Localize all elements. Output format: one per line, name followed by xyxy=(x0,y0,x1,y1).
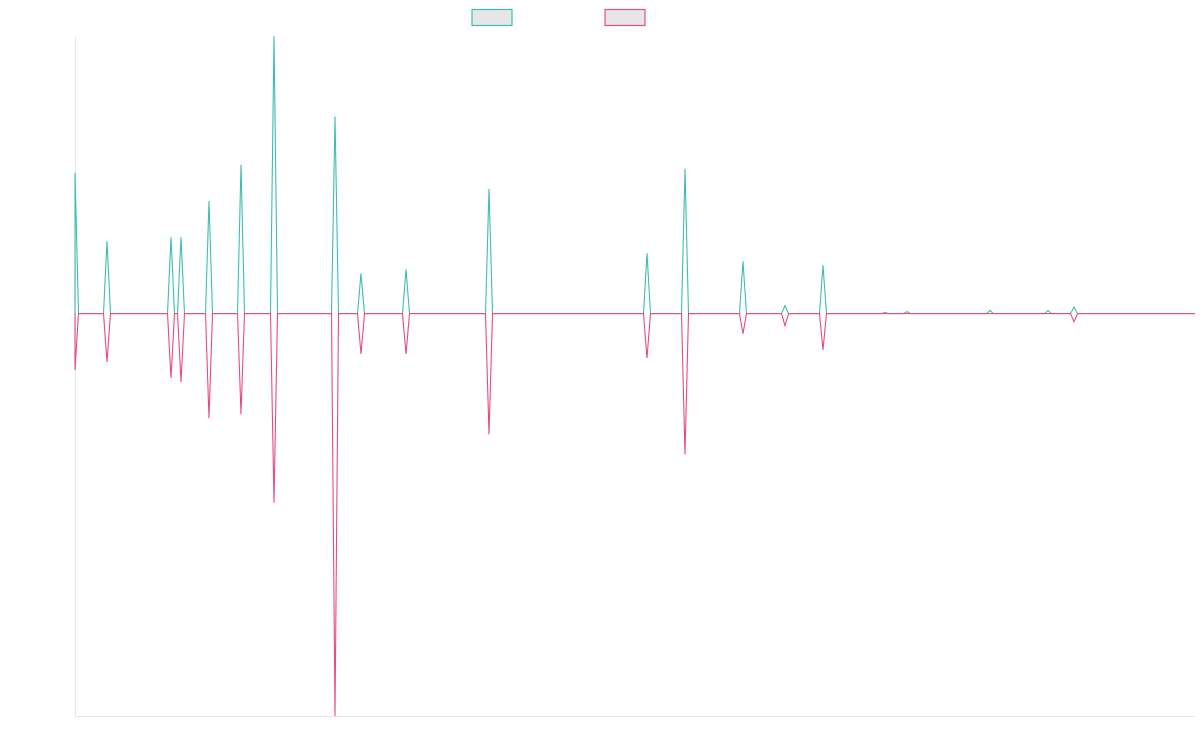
series-layer xyxy=(74,35,1195,717)
axes xyxy=(75,36,1195,717)
series-2 xyxy=(74,313,1195,717)
legend-swatch-2[interactable] xyxy=(604,8,646,27)
series-line-1 xyxy=(74,35,1195,315)
legend[interactable] xyxy=(471,8,646,27)
legend-swatch-1[interactable] xyxy=(471,8,513,27)
series-1 xyxy=(74,35,1195,315)
series-line-2 xyxy=(74,313,1195,717)
